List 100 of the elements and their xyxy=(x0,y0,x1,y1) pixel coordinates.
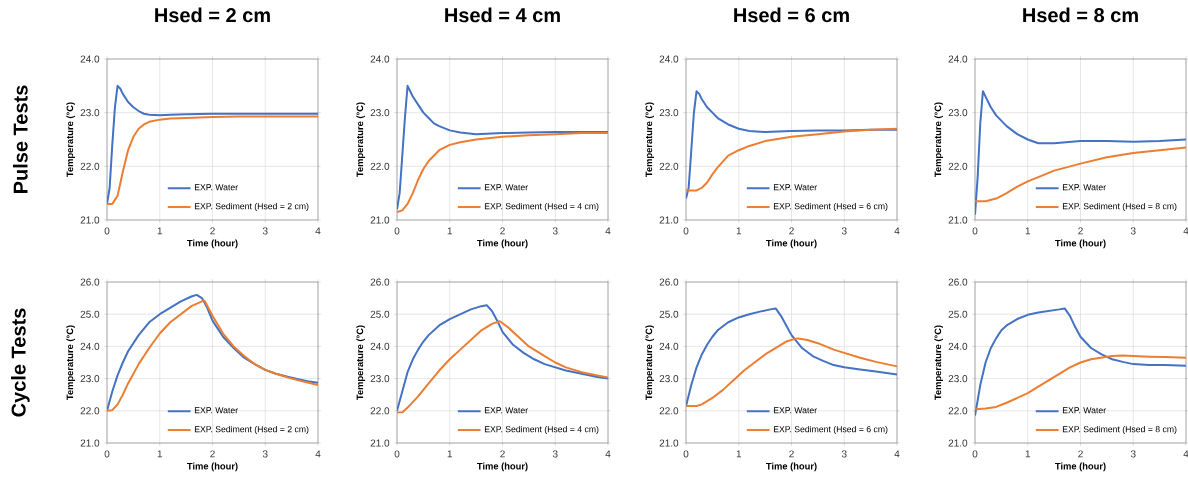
y-tick-label: 26.0 xyxy=(370,278,390,286)
y-tick-label: 23.0 xyxy=(948,109,968,117)
y-axis-title: Temperature (°C) xyxy=(66,325,76,400)
y-tick-label: 21.0 xyxy=(948,216,968,224)
legend-label: EXP. Sediment (Hsed = 8 cm) xyxy=(1062,425,1177,434)
y-tick-label: 24.0 xyxy=(948,342,968,350)
y-tick-label: 26.0 xyxy=(80,278,100,286)
y-tick-label: 21.0 xyxy=(659,216,679,224)
y-tick-label: 24.0 xyxy=(370,342,390,350)
x-tick-label: 2 xyxy=(1078,450,1083,458)
x-tick-label: 1 xyxy=(447,227,453,235)
legend-label: EXP. Water xyxy=(773,184,817,191)
x-tick-label: 1 xyxy=(1025,450,1031,458)
y-tick-label: 23.0 xyxy=(659,375,679,383)
line-series xyxy=(686,127,898,192)
x-tick-label: 0 xyxy=(394,227,400,235)
y-axis-title: Temperature (°C) xyxy=(645,102,655,177)
chart-title: Hsed = 4 cm xyxy=(445,7,560,23)
y-axis-title: Temperature (°C) xyxy=(934,102,944,177)
x-axis-title: Time (hour) xyxy=(766,462,817,472)
y-tick-label: 23.0 xyxy=(659,109,679,117)
line-series xyxy=(397,132,608,213)
legend-label: EXP. Sediment (Hsed = 2 cm) xyxy=(194,425,309,434)
y-tick-label: 23.0 xyxy=(948,375,968,383)
x-tick-label: 3 xyxy=(841,450,847,458)
x-tick-label: 1 xyxy=(1025,227,1031,235)
y-tick-label: 24.0 xyxy=(948,55,968,63)
y-tick-label: 21.0 xyxy=(659,439,679,447)
line-series xyxy=(686,307,898,407)
x-tick-label: 0 xyxy=(972,227,978,235)
legend-label: EXP. Water xyxy=(484,184,528,191)
text: Cycle Tests xyxy=(11,308,30,417)
legend-label: EXP. Water xyxy=(1062,184,1106,191)
x-tick-label: 0 xyxy=(104,227,110,235)
y-axis-title: Temperature (°C) xyxy=(66,102,76,177)
y-tick-label: 21.0 xyxy=(80,439,100,447)
x-tick-label: 3 xyxy=(552,450,558,458)
x-tick-label: 0 xyxy=(683,227,689,235)
y-tick-label: 22.0 xyxy=(948,407,968,415)
x-tick-label: 3 xyxy=(841,227,847,235)
x-tick-label: 4 xyxy=(315,450,321,458)
y-tick-label: 24.0 xyxy=(80,342,100,350)
y-tick-label: 23.0 xyxy=(370,109,390,117)
y-tick-label: 23.0 xyxy=(80,109,100,117)
y-tick-label: 22.0 xyxy=(948,162,968,170)
y-tick-label: 24.0 xyxy=(80,55,100,63)
x-axis-title: Time (hour) xyxy=(477,239,528,249)
x-axis-title: Time (hour) xyxy=(1055,239,1106,249)
y-tick-label: 24.0 xyxy=(659,55,679,63)
x-tick-label: 0 xyxy=(972,450,978,458)
x-tick-label: 0 xyxy=(683,450,689,458)
x-tick-label: 2 xyxy=(789,450,794,458)
y-axis-title: Temperature (°C) xyxy=(356,325,366,400)
y-tick-label: 22.0 xyxy=(659,407,679,415)
legend-label: EXP. Water xyxy=(194,184,238,191)
legend-label: EXP. Sediment (Hsed = 4 cm) xyxy=(484,425,599,434)
legend-label: EXP. Sediment (Hsed = 8 cm) xyxy=(1062,202,1177,211)
x-axis-title: Time (hour) xyxy=(187,462,238,472)
x-tick-label: 4 xyxy=(894,450,900,458)
x-tick-label: 4 xyxy=(894,227,900,235)
y-tick-label: 25.0 xyxy=(80,310,100,318)
y-tick-label: 21.0 xyxy=(948,439,968,447)
x-tick-label: 3 xyxy=(262,450,268,458)
x-tick-label: 1 xyxy=(157,450,163,458)
y-tick-label: 22.0 xyxy=(659,162,679,170)
x-tick-label: 3 xyxy=(552,227,558,235)
x-tick-label: 1 xyxy=(736,227,742,235)
x-tick-label: 2 xyxy=(500,450,505,458)
y-tick-label: 23.0 xyxy=(80,375,100,383)
y-tick-label: 24.0 xyxy=(659,342,679,350)
y-tick-label: 22.0 xyxy=(370,162,390,170)
y-tick-label: 26.0 xyxy=(659,278,679,286)
x-axis-title: Time (hour) xyxy=(1055,462,1106,472)
x-tick-label: 4 xyxy=(315,227,321,235)
legend-label: EXP. Water xyxy=(1062,407,1106,414)
x-tick-label: 4 xyxy=(605,450,611,458)
chart-title: Hsed = 8 cm xyxy=(1023,7,1138,23)
y-axis-title: Temperature (°C) xyxy=(356,102,366,177)
legend-label: EXP. Sediment (Hsed = 4 cm) xyxy=(484,202,599,211)
legend-label: EXP. Sediment (Hsed = 6 cm) xyxy=(773,202,888,211)
y-axis-title: Temperature (°C) xyxy=(934,325,944,400)
x-tick-label: 4 xyxy=(1183,227,1188,235)
legend-label: EXP. Water xyxy=(194,407,238,414)
chart-title: Hsed = 2 cm xyxy=(155,7,270,23)
x-tick-label: 4 xyxy=(1183,450,1188,458)
y-tick-label: 22.0 xyxy=(80,407,100,415)
x-tick-label: 1 xyxy=(157,227,163,235)
x-tick-label: 1 xyxy=(447,450,453,458)
y-tick-label: 26.0 xyxy=(948,278,968,286)
x-tick-label: 3 xyxy=(262,227,268,235)
y-tick-label: 22.0 xyxy=(370,407,390,415)
x-axis-title: Time (hour) xyxy=(187,239,238,249)
x-axis-title: Time (hour) xyxy=(477,462,528,472)
x-tick-label: 2 xyxy=(1078,227,1083,235)
y-axis-title: Temperature (°C) xyxy=(645,325,655,400)
legend-label: EXP. Sediment (Hsed = 6 cm) xyxy=(773,425,888,434)
x-tick-label: 2 xyxy=(210,227,215,235)
chart-title: Hsed = 6 cm xyxy=(734,7,849,23)
y-tick-label: 25.0 xyxy=(659,310,679,318)
y-tick-label: 22.0 xyxy=(80,162,100,170)
